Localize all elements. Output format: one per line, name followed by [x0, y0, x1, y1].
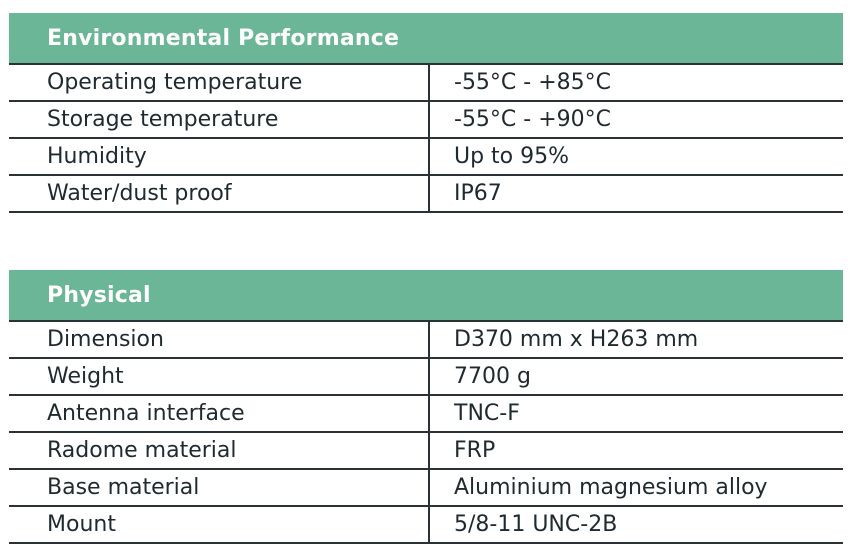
row-value: 7700 g — [454, 364, 531, 389]
row-label: Radome material — [9, 433, 430, 468]
row-label: Humidity — [9, 139, 430, 174]
row-label: Antenna interface — [9, 396, 430, 431]
environmental-performance-header: Environmental Performance — [9, 13, 843, 63]
row-label: Weight — [9, 359, 430, 394]
row-value: 5/8-11 UNC-2B — [454, 512, 618, 537]
table-row-base-material: Base material Aluminium magnesium alloy — [9, 470, 843, 507]
physical-body: Dimension D370 mm x H263 mm Weight 7700 … — [9, 320, 843, 544]
row-label: Operating temperature — [9, 65, 430, 100]
row-label: Base material — [9, 470, 430, 505]
row-label: Water/dust proof — [9, 176, 430, 211]
row-value: TNC-F — [454, 401, 520, 426]
row-value: IP67 — [454, 181, 502, 206]
row-value: -55°C - +85°C — [454, 70, 612, 95]
table-row-water-dust-proof: Water/dust proof IP67 — [9, 176, 843, 213]
row-label: Dimension — [9, 322, 430, 357]
table-row-radome-material: Radome material FRP — [9, 433, 843, 470]
physical-header: Physical — [9, 270, 843, 320]
table-row-humidity: Humidity Up to 95% — [9, 139, 843, 176]
physical-table: Physical Dimension D370 mm x H263 mm Wei… — [9, 270, 843, 544]
table-row-operating-temperature: Operating temperature -55°C - +85°C — [9, 65, 843, 102]
table-row-antenna-interface: Antenna interface TNC-F — [9, 396, 843, 433]
table-row-dimension: Dimension D370 mm x H263 mm — [9, 322, 843, 359]
row-label: Storage temperature — [9, 102, 430, 137]
table-row-mount: Mount 5/8-11 UNC-2B — [9, 507, 843, 544]
row-value: D370 mm x H263 mm — [454, 327, 699, 352]
table-row-weight: Weight 7700 g — [9, 359, 843, 396]
table-row-storage-temperature: Storage temperature -55°C - +90°C — [9, 102, 843, 139]
environmental-performance-body: Operating temperature -55°C - +85°C Stor… — [9, 63, 843, 213]
row-value: Up to 95% — [454, 144, 570, 169]
row-value: -55°C - +90°C — [454, 107, 612, 132]
row-value: Aluminium magnesium alloy — [454, 475, 768, 500]
row-label: Mount — [9, 507, 430, 542]
row-value: FRP — [454, 438, 496, 463]
environmental-performance-table: Environmental Performance Operating temp… — [9, 13, 843, 213]
